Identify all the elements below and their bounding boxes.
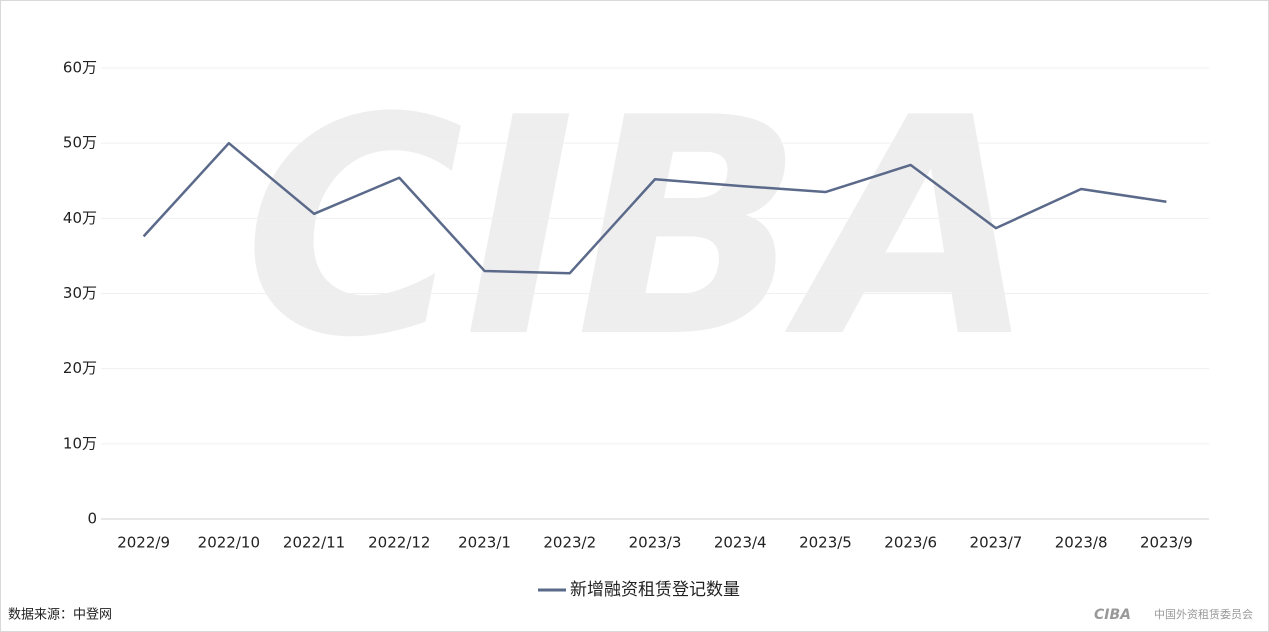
logo-text: 中国外资租赁委员会 xyxy=(1154,607,1253,621)
x-tick-label: 2023/5 xyxy=(799,534,852,552)
y-tick-label: 60万 xyxy=(63,59,97,77)
series-line xyxy=(142,141,1167,275)
x-tick-label: 2023/9 xyxy=(1140,534,1193,552)
logo-mark: CIBA xyxy=(1094,607,1131,623)
source: 数据来源：中登网 xyxy=(8,608,112,623)
x-tick-label: 2023/6 xyxy=(884,534,937,552)
y-tick-label: 20万 xyxy=(63,359,97,377)
x-tick-label: 2022/12 xyxy=(368,534,430,552)
y-tick-label: 10万 xyxy=(63,434,97,452)
y-tick-label: 40万 xyxy=(63,209,97,227)
x-tick-label: 2023/3 xyxy=(629,534,682,552)
y-tick-label: 50万 xyxy=(63,134,97,152)
x-tick-label: 2022/9 xyxy=(117,534,170,552)
x-tick-label: 2023/7 xyxy=(970,534,1023,552)
x-tick-label: 2022/11 xyxy=(283,534,345,552)
x-tick-label: 2023/1 xyxy=(458,534,511,552)
y-tick-label: 0 xyxy=(87,510,97,528)
x-tick-label: 2023/4 xyxy=(714,534,767,552)
x-tick-label: 2023/8 xyxy=(1055,534,1108,552)
y-tick-label: 30万 xyxy=(63,284,97,302)
legend-label: 新增融资租赁登记数量 xyxy=(570,580,740,600)
x-tick-label: 2023/2 xyxy=(543,534,596,552)
x-tick-label: 2022/10 xyxy=(198,534,260,552)
watermark: CIBA xyxy=(244,54,1037,403)
